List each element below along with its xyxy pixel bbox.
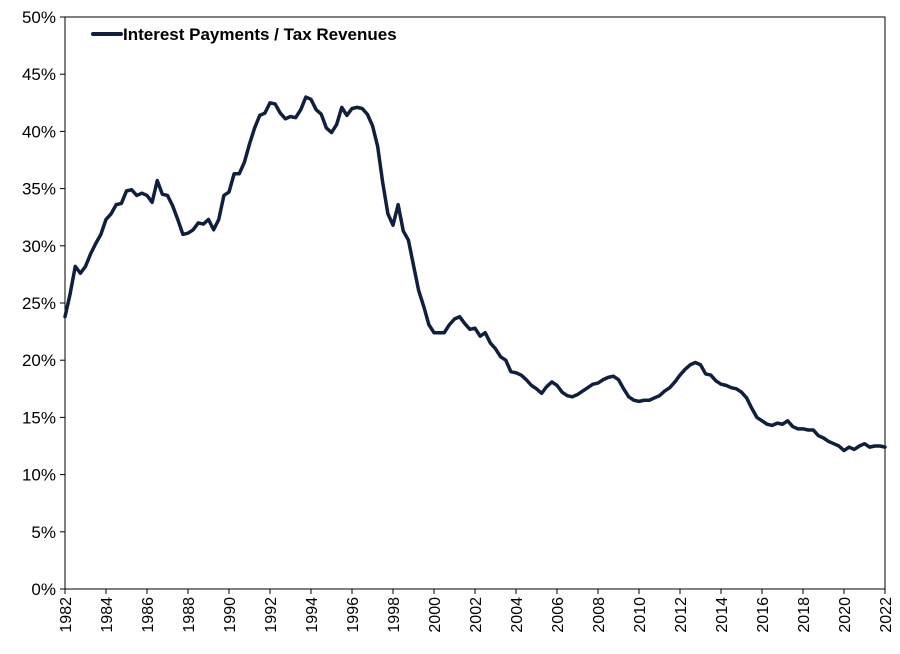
x-tick-label: 1984: [99, 597, 116, 633]
x-tick-label: 2020: [837, 597, 854, 633]
x-tick-label: 1986: [140, 597, 157, 633]
x-tick-label: 1990: [222, 597, 239, 633]
y-tick-label: 40%: [22, 122, 56, 141]
y-tick-label: 10%: [22, 466, 56, 485]
x-tick-label: 1988: [181, 597, 198, 633]
x-tick-label: 2006: [550, 597, 567, 633]
y-tick-label: 15%: [22, 408, 56, 427]
x-tick-label: 2004: [509, 597, 526, 633]
x-tick-label: 1982: [58, 597, 75, 633]
x-tick-label: 1994: [304, 597, 321, 633]
series-line-0: [63, 95, 887, 453]
x-tick-label: 2008: [591, 597, 608, 633]
legend: Interest Payments / Tax Revenues: [91, 25, 397, 44]
y-axis: 0% 5% 10% 15% 20% 25% 30% 35% 40% 45% 50%: [22, 8, 65, 599]
y-tick-label: 30%: [22, 237, 56, 256]
plot-area-frame: [64, 16, 886, 590]
x-tick-label: 2012: [673, 597, 690, 633]
y-tick-label: 20%: [22, 351, 56, 370]
x-tick-label: 2010: [632, 597, 649, 633]
x-tick-label: 2016: [755, 597, 772, 633]
x-tick-label: 1996: [345, 597, 362, 633]
y-tick-label: 5%: [31, 523, 56, 542]
x-tick-label: 2022: [878, 597, 895, 633]
y-tick-label: 0%: [31, 580, 56, 599]
x-axis: 1982 1984 1986 1988 1990 1992 1994 1996 1998 2000…: [58, 589, 895, 633]
legend-label: Interest Payments / Tax Revenues: [123, 25, 397, 44]
series-layer: [63, 95, 887, 453]
x-tick-label: 2000: [427, 597, 444, 633]
y-tick-label: 50%: [22, 8, 56, 27]
y-tick-label: 45%: [22, 65, 56, 84]
x-tick-label: 1998: [386, 597, 403, 633]
y-tick-label: 35%: [22, 180, 56, 199]
x-tick-label: 2014: [714, 597, 731, 633]
y-tick-label: 25%: [22, 294, 56, 313]
x-tick-label: 2018: [796, 597, 813, 633]
x-tick-label: 1992: [263, 597, 280, 633]
x-tick-label: 2002: [468, 597, 485, 633]
